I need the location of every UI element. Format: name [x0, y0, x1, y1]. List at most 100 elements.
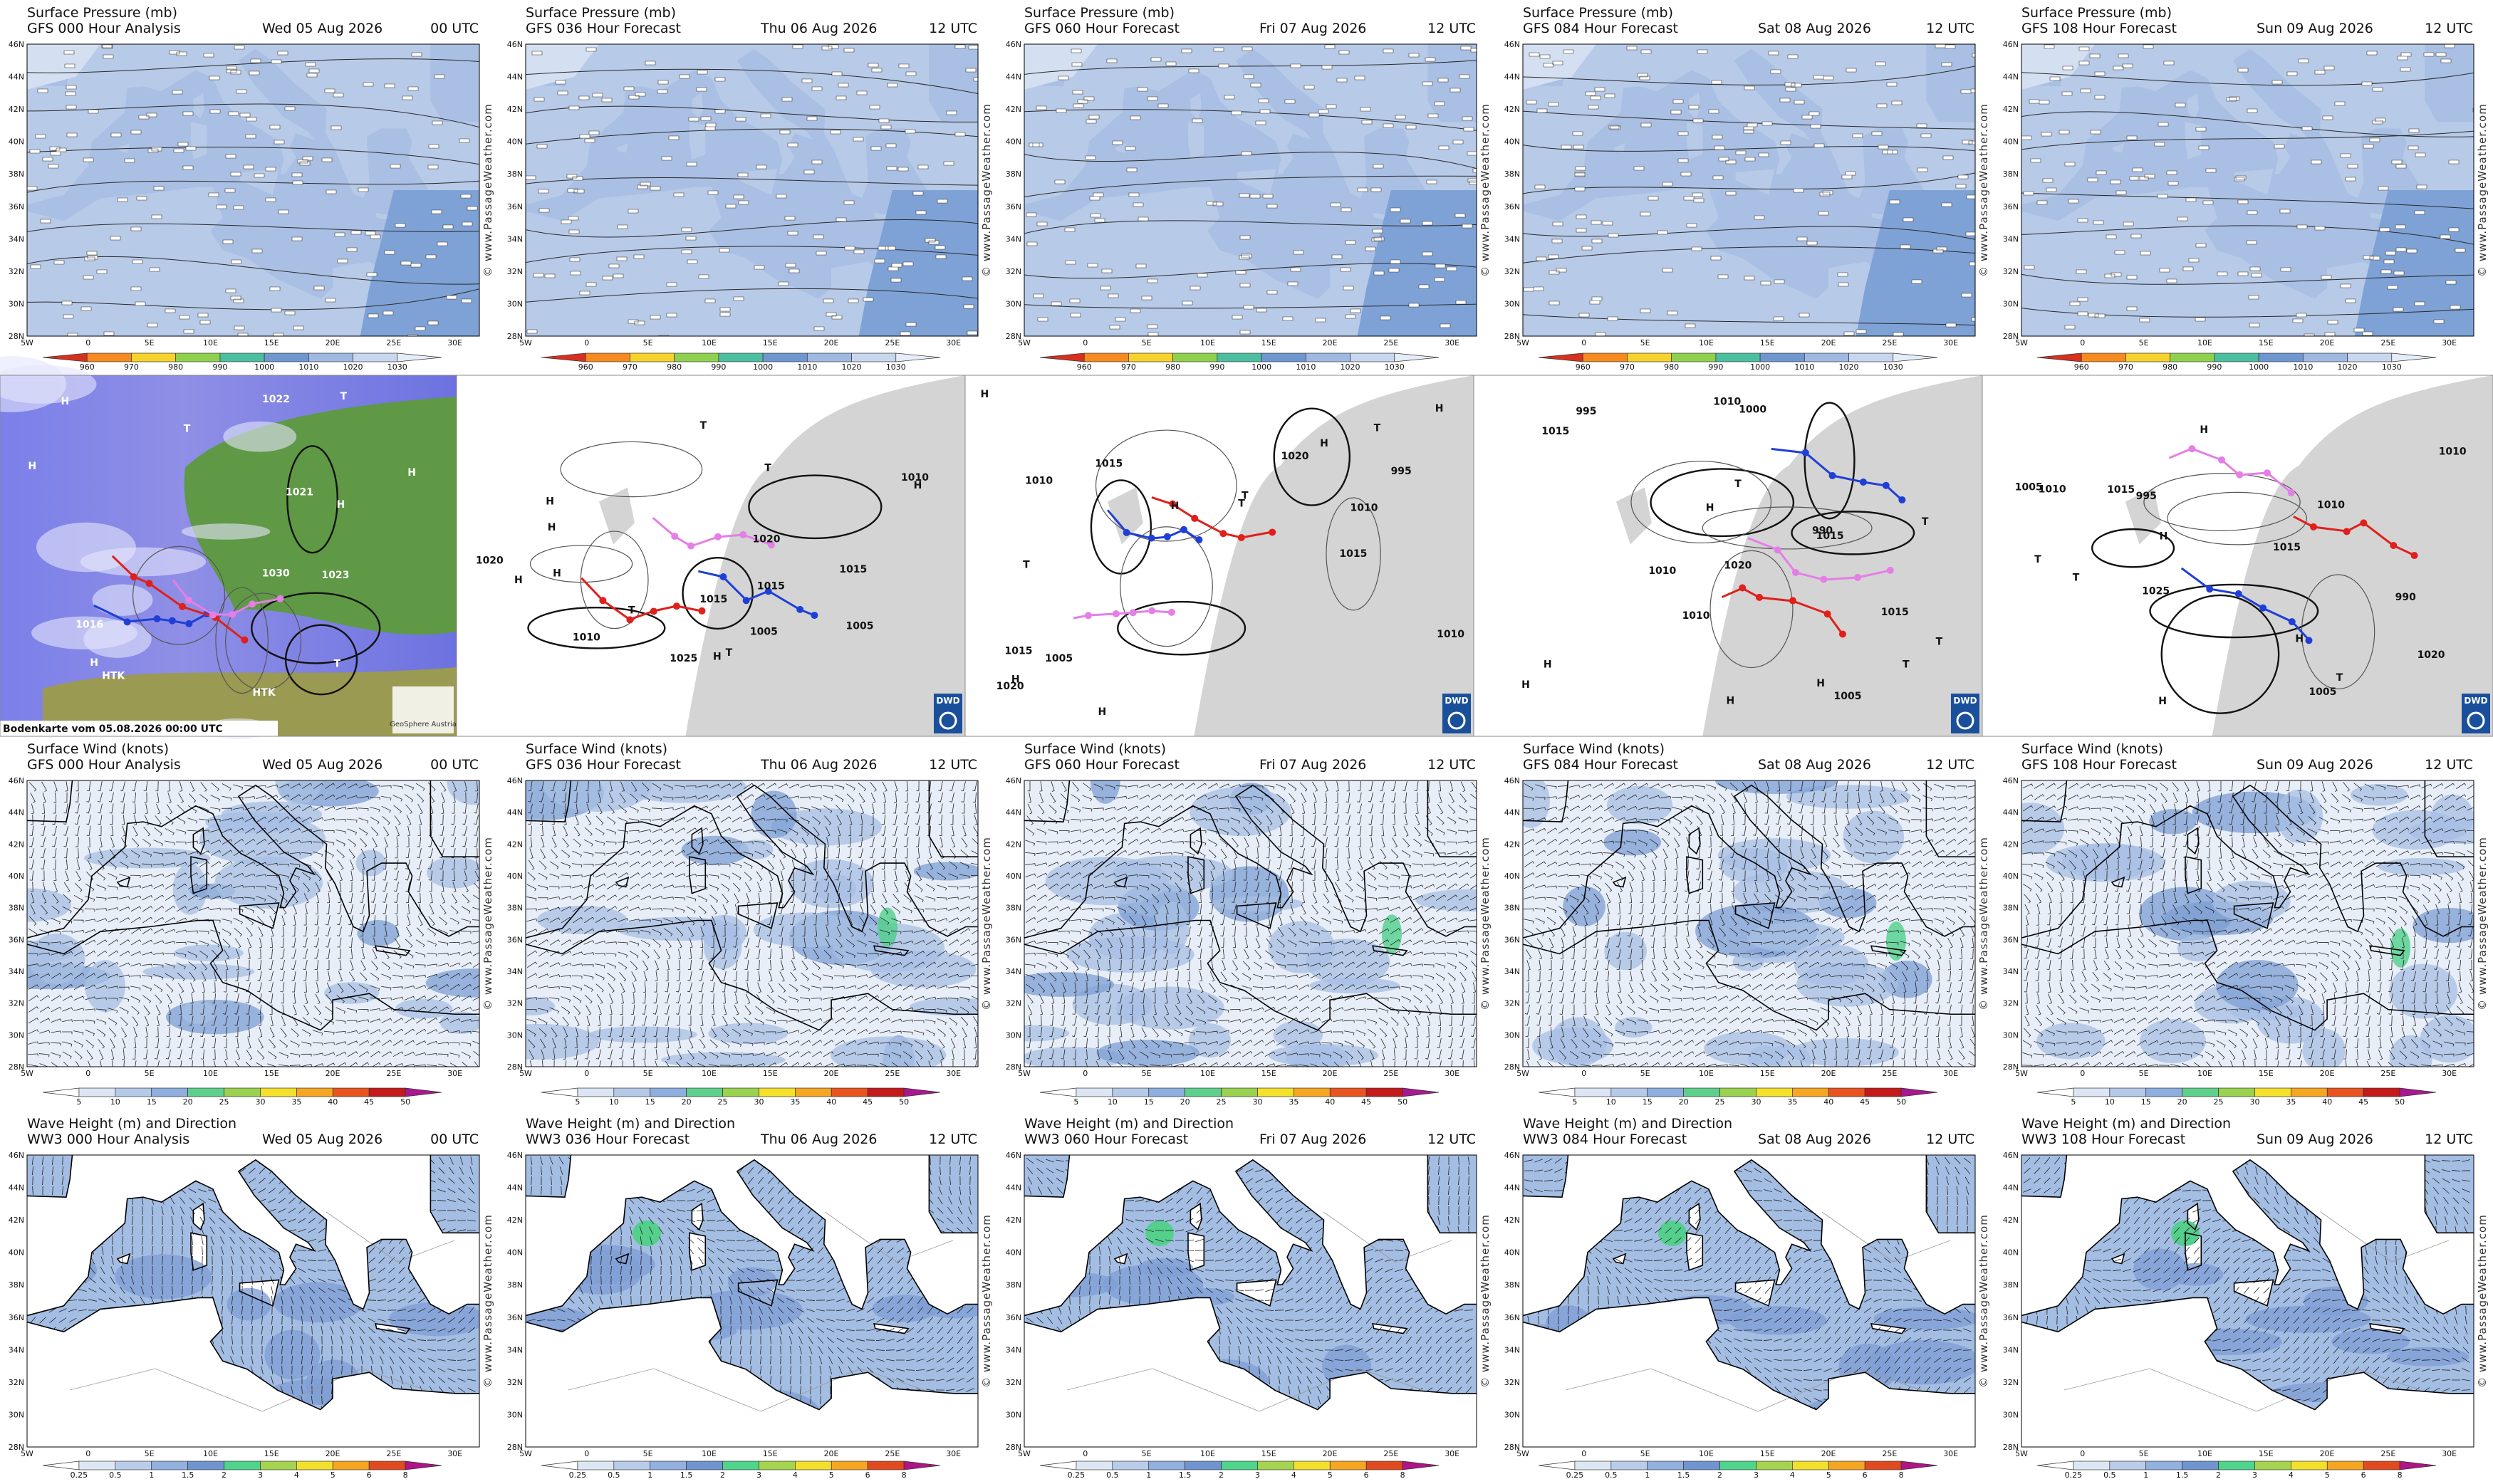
colorbar-label: 6 — [2361, 1470, 2366, 1480]
wave-area — [1137, 1258, 1194, 1277]
wind-area — [753, 912, 859, 948]
lat-label: 38N — [507, 904, 523, 913]
colorbar-label: 8 — [902, 1470, 907, 1480]
wind-area — [913, 862, 978, 881]
wave-area — [872, 1295, 937, 1322]
cloud — [31, 616, 137, 649]
panel-date: Fri 07 Aug 2026 — [1259, 757, 1366, 773]
lon-label: 0 — [584, 1069, 589, 1078]
lon-label: 0 — [1083, 1449, 1088, 1458]
colorbar-label: 970 — [1620, 362, 1635, 372]
colorbar-label: 0.25 — [569, 1470, 587, 1480]
lat-label: 38N — [9, 169, 24, 179]
colorbar-label: 3 — [1255, 1470, 1260, 1480]
lat-label: 32N — [1006, 999, 1021, 1008]
watermark: © www.PassageWeather.com — [980, 103, 993, 277]
colorbar-segment — [219, 352, 265, 362]
colorbar-label: 0.25 — [1566, 1470, 1584, 1480]
colorbar-label: 970 — [1121, 362, 1136, 372]
caption-box — [0, 721, 278, 736]
panel-date: Sat 08 Aug 2026 — [1758, 757, 1871, 773]
lon-label: 0 — [2080, 1069, 2085, 1078]
lat-label: 40N — [1006, 1248, 1021, 1258]
map — [2021, 780, 2474, 1067]
colorbar-label: 3 — [258, 1470, 263, 1480]
lon-label: 5E — [643, 1449, 653, 1458]
panel-title: Surface Wind (knots) — [1523, 741, 1665, 757]
panel-model: GFS 036 Hour Forecast — [526, 757, 681, 773]
colorbar-label: 1 — [647, 1470, 652, 1480]
lat-label: 46N — [1504, 1151, 1520, 1160]
colorbar-label: 5 — [2071, 1097, 2076, 1107]
borders — [568, 1211, 954, 1412]
colorbar-label: 20 — [183, 1097, 193, 1107]
logo-swirl — [1447, 711, 1466, 730]
pressure-label: HTK — [102, 670, 125, 681]
panel-model: WW3 108 Hour Forecast — [2021, 1132, 2185, 1147]
colorbar-segment — [1719, 1087, 1756, 1097]
colorbar-label: 1 — [1645, 1470, 1650, 1480]
colorbar-label: 980 — [168, 362, 183, 372]
lon-label: 10E — [1699, 1449, 1714, 1458]
pressure-label: 1010 — [1648, 565, 1676, 577]
lat-label: 34N — [9, 967, 24, 976]
colorbar-label: 20 — [2177, 1097, 2187, 1107]
lat-label: 40N — [1006, 137, 1021, 147]
wind-area — [1732, 952, 1764, 971]
pressure-label: 1015 — [2107, 484, 2135, 496]
pressure-label: H — [914, 480, 922, 491]
lon-label: 30E — [1943, 1069, 1958, 1078]
pressure-label: 1021 — [286, 486, 313, 498]
colorbar-label: 5 — [2325, 1470, 2330, 1480]
pressure-label: 1015 — [1881, 607, 1909, 618]
cloud — [80, 547, 207, 577]
lon-label: 30E — [1445, 1069, 1459, 1078]
lon-label: 25E — [885, 1449, 900, 1458]
lon-label: 20E — [2320, 1449, 2335, 1458]
lat-label: 36N — [9, 1313, 24, 1322]
colorbar-segment — [1217, 352, 1262, 362]
logo: DWD — [936, 696, 959, 706]
colorbar-segment — [353, 352, 398, 362]
lon-label: 20E — [1821, 1069, 1836, 1078]
logo-swirl — [939, 711, 957, 730]
colorbar-label: 2 — [2216, 1470, 2221, 1480]
front — [2168, 447, 2292, 494]
colorbar-label: 1000 — [1750, 362, 1770, 372]
colorbar-segment — [1112, 1461, 1150, 1470]
lon-label: 5E — [643, 1069, 653, 1078]
colorbar-segment — [115, 1087, 152, 1097]
lon-label: 30E — [447, 1069, 462, 1078]
colorbar-label: 45 — [1860, 1097, 1870, 1107]
isobar — [2167, 491, 2308, 545]
pressure-label: 1015 — [1095, 458, 1123, 469]
lat-label: 28N — [1504, 1062, 1520, 1072]
lon-label: 30E — [946, 1069, 961, 1078]
colorbar-segment — [2214, 352, 2259, 362]
wind-area — [2149, 809, 2197, 835]
colorbar-label: 0.25 — [71, 1470, 88, 1480]
panel-time: 12 UTC — [2425, 1132, 2473, 1147]
map-frame — [26, 43, 480, 337]
ridge-area — [2021, 44, 2095, 90]
pressure-label: 1000 — [1739, 404, 1766, 415]
map-frame — [1522, 1154, 1976, 1448]
watermark: © www.PassageWeather.com — [1479, 103, 1492, 277]
map-frame — [26, 1154, 480, 1448]
wave-area — [1873, 1307, 1975, 1330]
wind-area — [1096, 1040, 1199, 1067]
lat-label: 46N — [1006, 1151, 1021, 1160]
colorbar-label: 6 — [1364, 1470, 1369, 1480]
strong-wind-area — [2390, 928, 2410, 968]
colorbar-segment — [175, 352, 221, 362]
colorbar-label: 35 — [1787, 1097, 1797, 1107]
colorbar-segment — [1221, 1087, 1258, 1097]
wind-area — [751, 790, 797, 839]
map — [1024, 780, 1477, 1067]
lon-label: 10E — [702, 1449, 717, 1458]
lon-label: 5E — [1640, 1449, 1650, 1458]
lon-label: 15E — [2259, 338, 2274, 348]
colorbar-segment — [1647, 1461, 1684, 1470]
panel-title: Wave Height (m) and Direction — [1523, 1116, 1732, 1132]
